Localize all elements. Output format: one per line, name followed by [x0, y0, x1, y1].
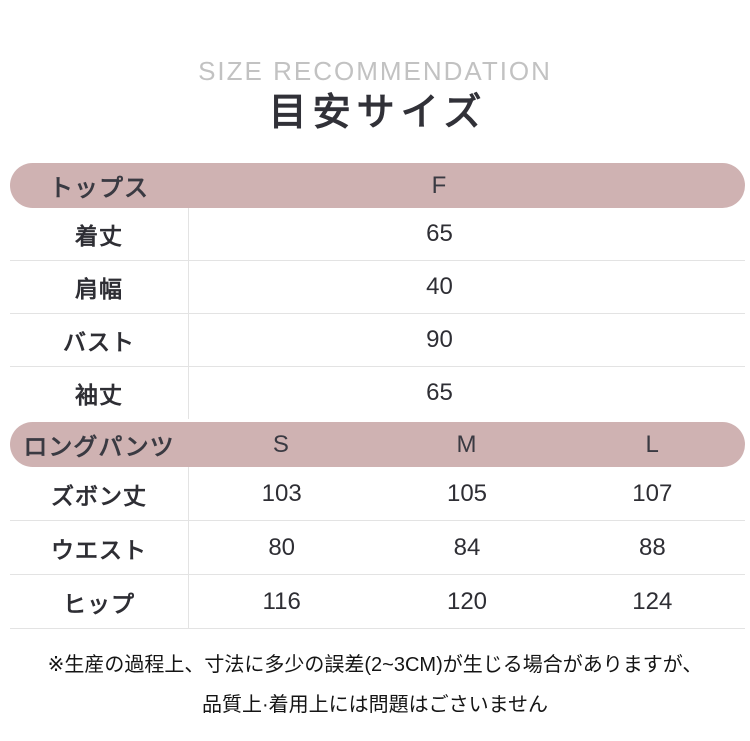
production-tolerance-note: ※生産の過程上、寸法に多少の誤差(2~3CM)が生じる場合がありますが、 品質上… [0, 645, 750, 725]
row-label: バスト [10, 314, 189, 366]
tops-header-columns: F [188, 172, 745, 200]
note-line-2: 品質上·着用上には問題はごさいません [201, 694, 549, 716]
size-value: 105 [446, 479, 488, 507]
note-line-1: ※生産の過程上、寸法に多少の誤差(2~3CM)が生じる場合がありますが、 [47, 654, 703, 676]
table-row-chakutake: 着丈 65 [10, 208, 745, 261]
table-row-zubontake: ズボン丈 103 105 107 [10, 467, 745, 521]
tops-table-header: トップス F [10, 163, 745, 208]
pants-header-columns: S M L [188, 431, 745, 459]
size-value: 40 [426, 273, 453, 300]
pants-table-header: ロングパンツ S M L [10, 422, 745, 467]
size-value: 116 [262, 587, 301, 615]
table-row-hip: ヒップ 116 120 124 [10, 575, 745, 629]
long-pants-size-table: ロングパンツ S M L ズボン丈 103 105 107 ウエスト 80 84… [10, 422, 745, 629]
row-label: ヒップ [10, 575, 189, 628]
row-label: 着丈 [10, 208, 189, 260]
column-header-s: S [272, 430, 289, 458]
tops-header-label: トップス [49, 175, 149, 202]
size-value: 65 [426, 379, 453, 406]
size-value: 103 [261, 479, 302, 507]
page-subtitle: SIZE RECOMMENDATION [198, 56, 552, 86]
column-header-l: L [645, 430, 659, 458]
table-row-sodetake: 袖丈 65 [10, 367, 745, 419]
tops-size-table: トップス F 着丈 65 肩幅 40 バスト 90 袖丈 65 [10, 163, 745, 419]
pants-header-label: ロングパンツ [23, 434, 175, 461]
size-value: 107 [632, 479, 673, 507]
column-header-m: M [456, 430, 477, 458]
table-row-waist: ウエスト 80 84 88 [10, 521, 745, 575]
size-value: 90 [426, 326, 453, 353]
row-label: ズボン丈 [10, 467, 189, 520]
page-title: 目安サイズ [268, 92, 488, 134]
column-header-f: F [431, 171, 447, 199]
size-value: 84 [453, 533, 481, 561]
row-label: 肩幅 [10, 261, 189, 313]
size-value: 124 [632, 587, 673, 615]
size-value: 65 [426, 220, 453, 247]
table-row-bust: バスト 90 [10, 314, 745, 367]
row-label: ウエスト [10, 521, 189, 574]
size-value: 88 [638, 533, 666, 561]
row-label: 袖丈 [10, 367, 189, 419]
table-row-katahaba: 肩幅 40 [10, 261, 745, 314]
size-value: 80 [268, 533, 296, 561]
size-value: 120 [446, 587, 488, 615]
